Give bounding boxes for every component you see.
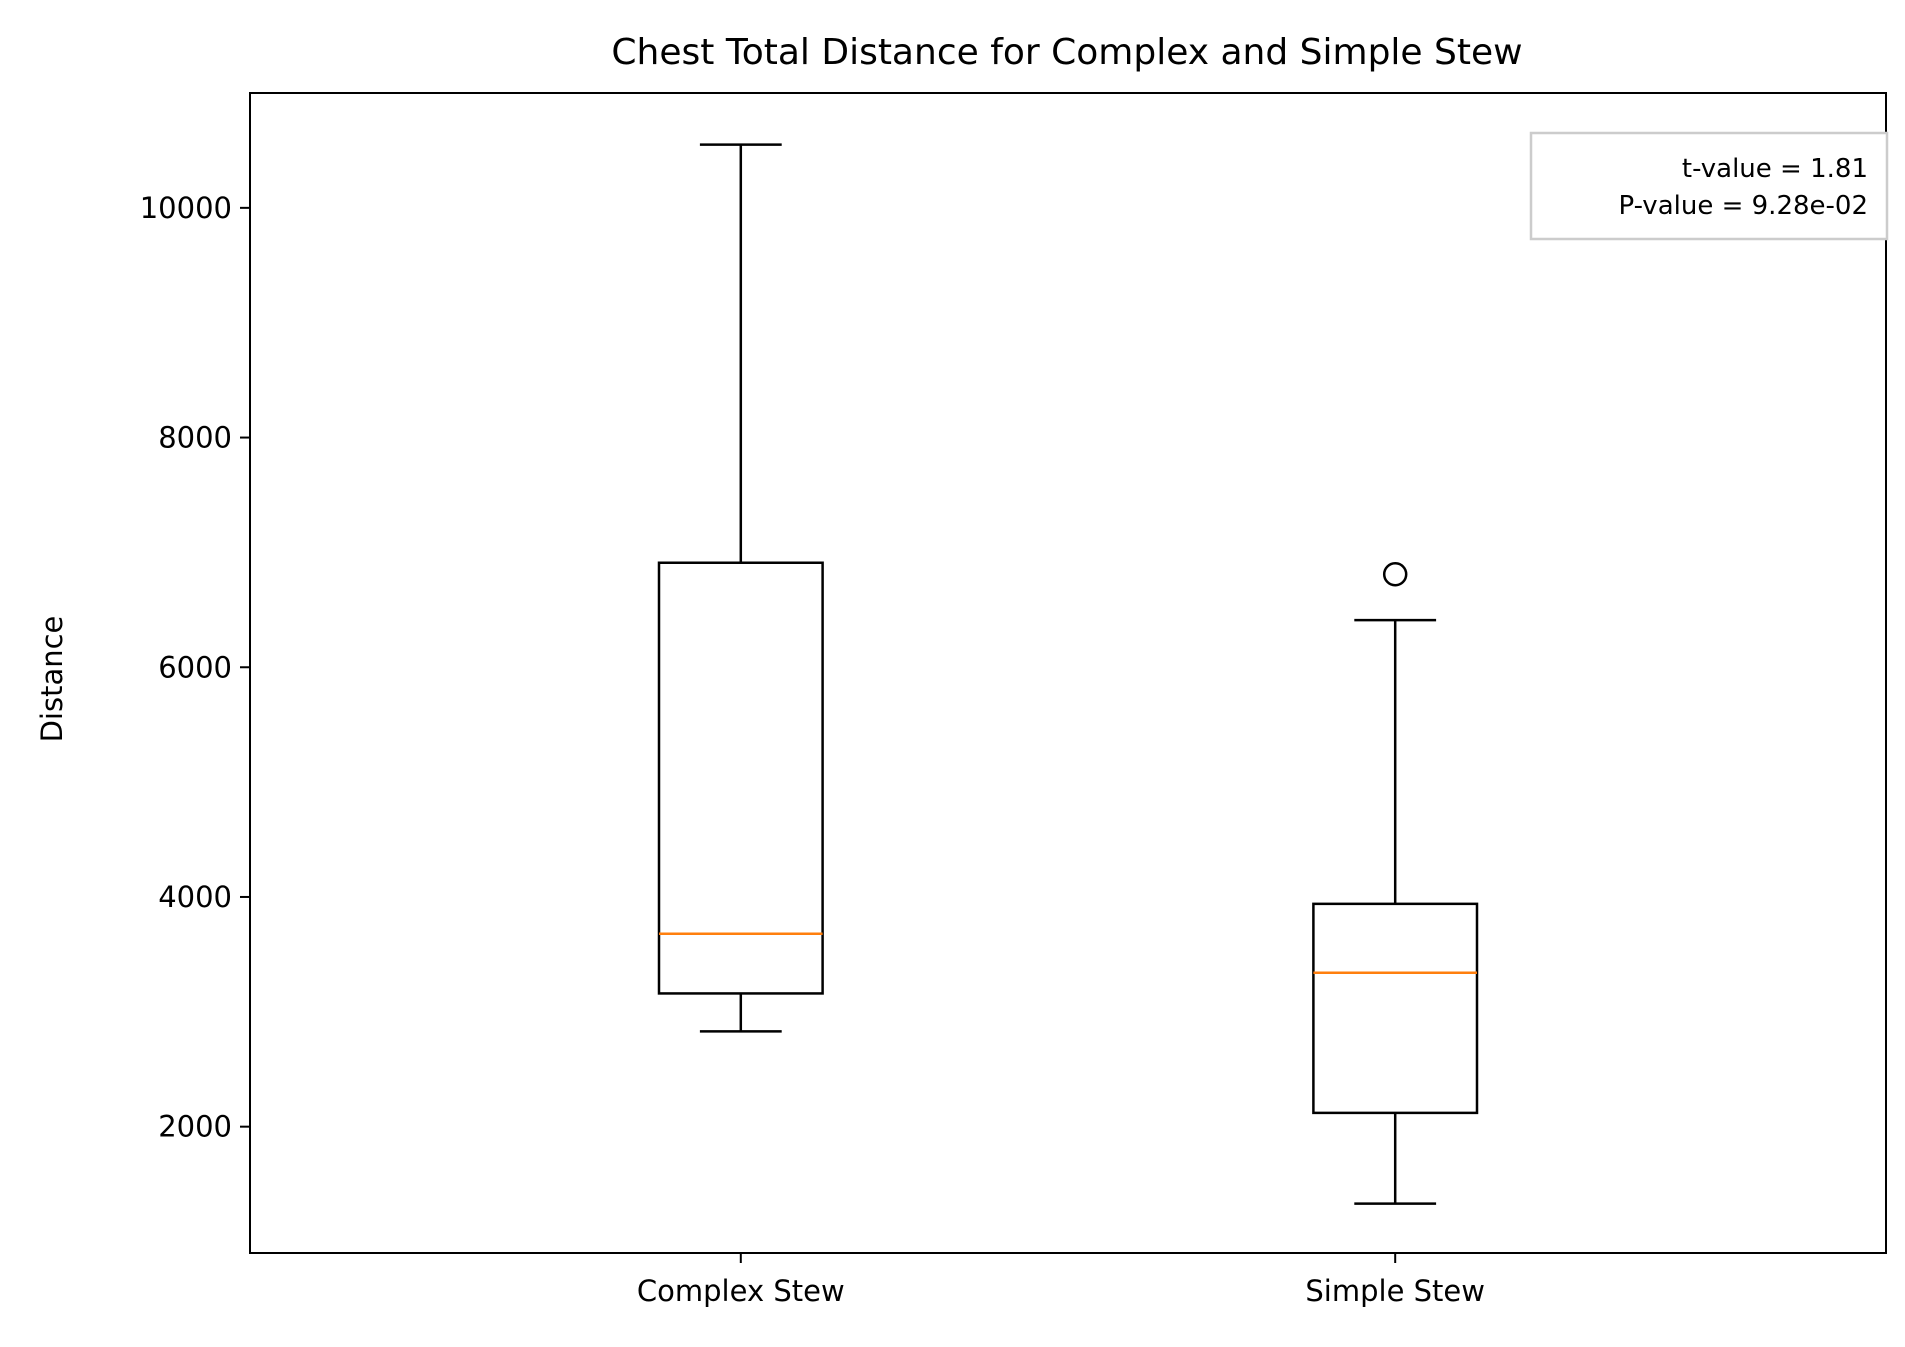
y-tick-label: 6000 <box>158 650 232 684</box>
y-axis-ticks: 2000 4000 6000 8000 10000 <box>140 191 250 1144</box>
y-axis-label: Distance <box>35 616 69 743</box>
p-value-text: P-value = 9.28e-02 <box>1619 191 1868 221</box>
y-tick-label: 2000 <box>158 1110 232 1144</box>
x-axis-ticks: Complex Stew Simple Stew <box>637 1253 1485 1308</box>
y-tick-label: 4000 <box>158 880 232 914</box>
stats-annotation: t-value = 1.81 P-value = 9.28e-02 <box>1529 131 1889 241</box>
outlier-point <box>1382 561 1408 587</box>
y-tick-label: 8000 <box>158 421 232 455</box>
stats-annotation-box <box>1529 131 1889 241</box>
y-tick-label: 10000 <box>140 191 232 225</box>
x-tick-label: Simple Stew <box>1305 1274 1485 1308</box>
plot-marks <box>657 143 1479 1205</box>
box <box>657 561 824 995</box>
chart-title: Chest Total Distance for Complex and Sim… <box>611 32 1522 73</box>
box-group <box>657 143 824 1033</box>
box <box>1312 902 1479 1115</box>
plot-frame <box>249 92 1887 1254</box>
x-tick-label: Complex Stew <box>637 1274 845 1308</box>
box-group <box>1312 561 1479 1205</box>
t-value-text: t-value = 1.81 <box>1682 154 1868 184</box>
